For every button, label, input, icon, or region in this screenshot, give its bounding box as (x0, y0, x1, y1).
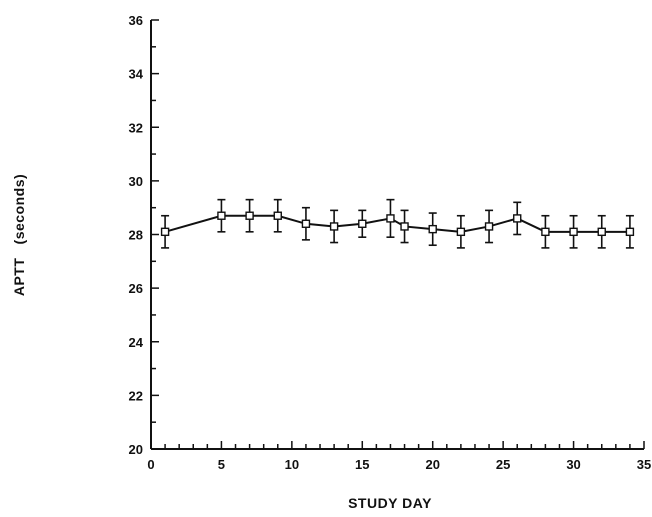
y-tick-label: 20 (129, 442, 143, 457)
x-tick-label: 20 (425, 457, 439, 472)
y-tick-label: 36 (129, 13, 143, 28)
data-point-marker (625, 227, 635, 237)
data-point-marker (484, 222, 494, 231)
data-point-marker (301, 219, 311, 228)
data-point-marker (569, 227, 578, 237)
y-tick-label: 28 (129, 228, 143, 243)
data-point-marker (386, 214, 395, 223)
data-point-marker (217, 211, 226, 220)
tick-labels: 20 22 24 26 28 30 32 34 36 0 5 10 15 20 25 30 35 (129, 13, 652, 472)
x-tick-label: 15 (355, 457, 369, 472)
data-point-marker (400, 222, 409, 231)
y-tick-label: 22 (129, 388, 143, 403)
data-point-marker (456, 227, 466, 237)
data-point-marker (513, 214, 522, 223)
plot-area (160, 198, 635, 249)
x-tick-label: 25 (496, 457, 510, 472)
tick-marks (150, 19, 645, 450)
y-axis-title: APTT (seconds) (11, 174, 27, 296)
data-point-marker (428, 224, 437, 234)
x-tick-label: 5 (218, 457, 225, 472)
data-point-marker (245, 211, 254, 220)
data-point-marker (541, 227, 550, 237)
y-tick-label: 34 (129, 67, 144, 82)
data-point-marker (358, 219, 367, 228)
y-tick-label: 30 (129, 174, 143, 189)
series-line (164, 214, 630, 233)
y-tick-label: 24 (129, 335, 144, 350)
x-tick-label: 30 (566, 457, 580, 472)
x-tick-label: 35 (637, 457, 651, 472)
data-point-marker (597, 227, 606, 237)
data-point-marker (329, 222, 339, 231)
data-point-marker (273, 211, 282, 220)
y-tick-label: 32 (129, 120, 143, 135)
data-point-marker (160, 227, 170, 237)
x-axis-title: STUDY DAY (348, 495, 432, 511)
y-tick-label: 26 (129, 281, 143, 296)
x-tick-label: 10 (285, 457, 299, 472)
x-tick-label: 0 (147, 457, 154, 472)
